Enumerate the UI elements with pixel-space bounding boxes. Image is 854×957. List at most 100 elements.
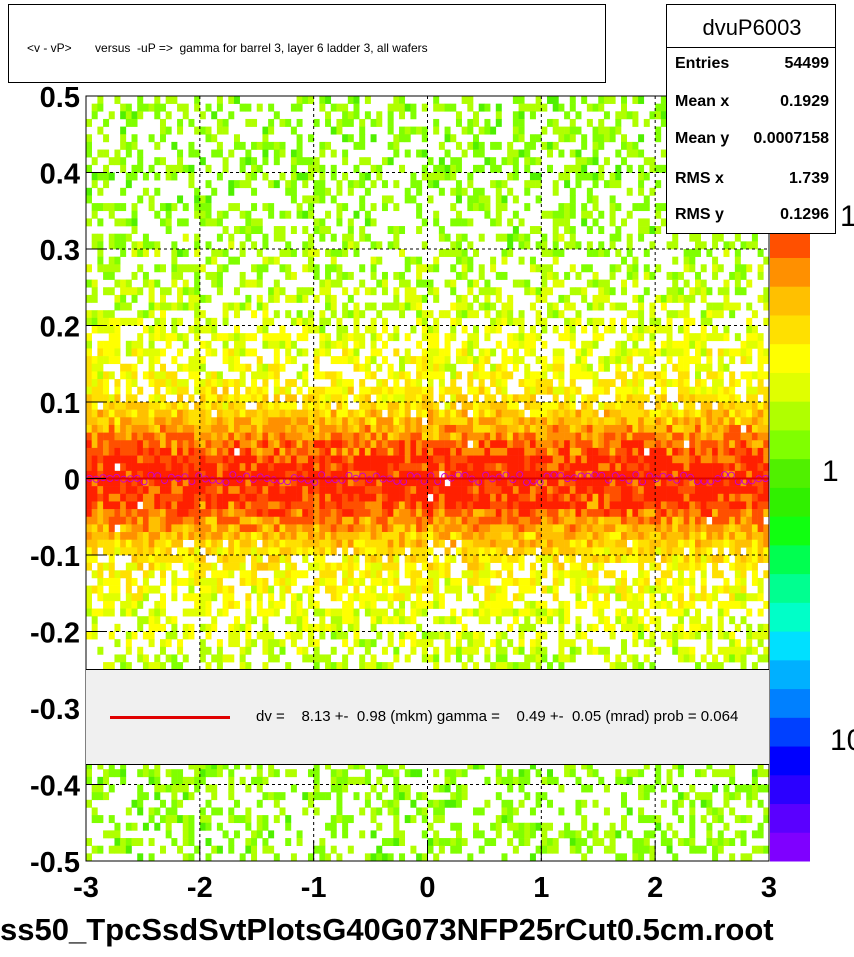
heatmap-cell [205, 463, 212, 472]
heatmap-cell [376, 172, 383, 181]
heatmap-cell [484, 210, 491, 219]
heatmap-cell [461, 409, 468, 418]
heatmap-cell [478, 807, 485, 816]
heatmap-cell [450, 845, 457, 854]
heatmap-cell [455, 784, 462, 793]
heatmap-cell [558, 432, 565, 441]
heatmap-cell [330, 646, 337, 655]
heatmap-cell [251, 417, 258, 426]
heatmap-cell [535, 157, 542, 166]
heatmap-cell [507, 493, 514, 502]
heatmap-cell [473, 501, 480, 510]
heatmap-cell [524, 539, 531, 548]
heatmap-cell [529, 532, 536, 540]
heatmap-cell [319, 340, 326, 349]
heatmap-cell [541, 287, 548, 296]
heatmap-cell [199, 562, 206, 571]
heatmap-cell [507, 187, 514, 196]
heatmap-cell [108, 417, 115, 426]
heatmap-cell [330, 256, 337, 265]
heatmap-cell [251, 218, 258, 227]
heatmap-cell [342, 103, 349, 112]
heatmap-cell [359, 180, 366, 189]
heatmap-cell [256, 264, 263, 273]
heatmap-cell [216, 141, 223, 150]
heatmap-cell [359, 470, 366, 479]
heatmap-cell [313, 164, 320, 173]
heatmap-cell [319, 96, 326, 104]
heatmap-cell [216, 271, 223, 280]
heatmap-cell [558, 402, 565, 410]
heatmap-cell [290, 853, 297, 862]
heatmap-cell [569, 203, 576, 212]
heatmap-cell [131, 600, 138, 609]
heatmap-cell [558, 363, 565, 372]
heatmap-cell [347, 233, 354, 242]
heatmap-cell [268, 585, 275, 594]
heatmap-cell [194, 845, 201, 854]
heatmap-cell [205, 784, 212, 793]
heatmap-cell [433, 447, 440, 456]
heatmap-cell [148, 639, 155, 648]
heatmap-cell [404, 386, 411, 395]
heatmap-cell [285, 516, 292, 525]
heatmap-cell [325, 394, 332, 403]
heatmap-cell [393, 516, 400, 525]
heatmap-cell [108, 348, 115, 357]
heatmap-cell [370, 493, 377, 502]
heatmap-cell [199, 310, 206, 319]
heatmap-cell [364, 325, 371, 334]
heatmap-cell [319, 470, 326, 479]
heatmap-cell [256, 386, 263, 395]
heatmap-cell [399, 363, 406, 372]
heatmap-cell [148, 486, 155, 495]
heatmap-cell [285, 585, 292, 594]
heatmap-cell [302, 646, 309, 655]
heatmap-cell [569, 654, 576, 663]
heatmap-cell [233, 470, 240, 479]
heatmap-cell [399, 547, 406, 556]
heatmap-cell [569, 333, 576, 342]
heatmap-cell [347, 187, 354, 196]
heatmap-cell [433, 593, 440, 602]
heatmap-cell [290, 226, 297, 234]
heatmap-cell [512, 555, 519, 563]
heatmap-cell [205, 593, 212, 602]
heatmap-cell [359, 639, 366, 648]
heatmap-cell [290, 164, 297, 173]
heatmap-cell [108, 356, 115, 365]
heatmap-cell [91, 547, 98, 556]
heatmap-cell [336, 180, 343, 189]
heatmap-cell [547, 149, 554, 158]
heatmap-cell [495, 424, 502, 433]
heatmap-cell [404, 348, 411, 357]
heatmap-cell [353, 141, 360, 150]
heatmap-cell [228, 256, 235, 265]
heatmap-cell [438, 310, 445, 319]
heatmap-cell [159, 463, 166, 472]
heatmap-cell [353, 585, 360, 594]
heatmap-cell [461, 440, 468, 449]
heatmap-cell [216, 409, 223, 418]
heatmap-cell [188, 118, 195, 127]
heatmap-cell [142, 593, 149, 602]
heatmap-cell [376, 118, 383, 127]
heatmap-cell [154, 509, 161, 518]
heatmap-cell [108, 769, 115, 778]
heatmap-cell [347, 463, 354, 472]
heatmap-cell [239, 409, 246, 418]
heatmap-cell [547, 264, 554, 273]
heatmap-cell [427, 799, 434, 808]
heatmap-cell [245, 294, 252, 303]
heatmap-cell [484, 799, 491, 808]
heatmap-cell [251, 187, 258, 196]
heatmap-cell [97, 103, 104, 112]
heatmap-cell [290, 294, 297, 303]
heatmap-cell [512, 539, 519, 548]
heatmap-cell [137, 103, 144, 112]
heatmap-cell [507, 799, 514, 808]
heatmap-cell [495, 363, 502, 372]
heatmap-cell [421, 631, 428, 640]
heatmap-cell [541, 432, 548, 441]
heatmap-cell [165, 539, 172, 548]
